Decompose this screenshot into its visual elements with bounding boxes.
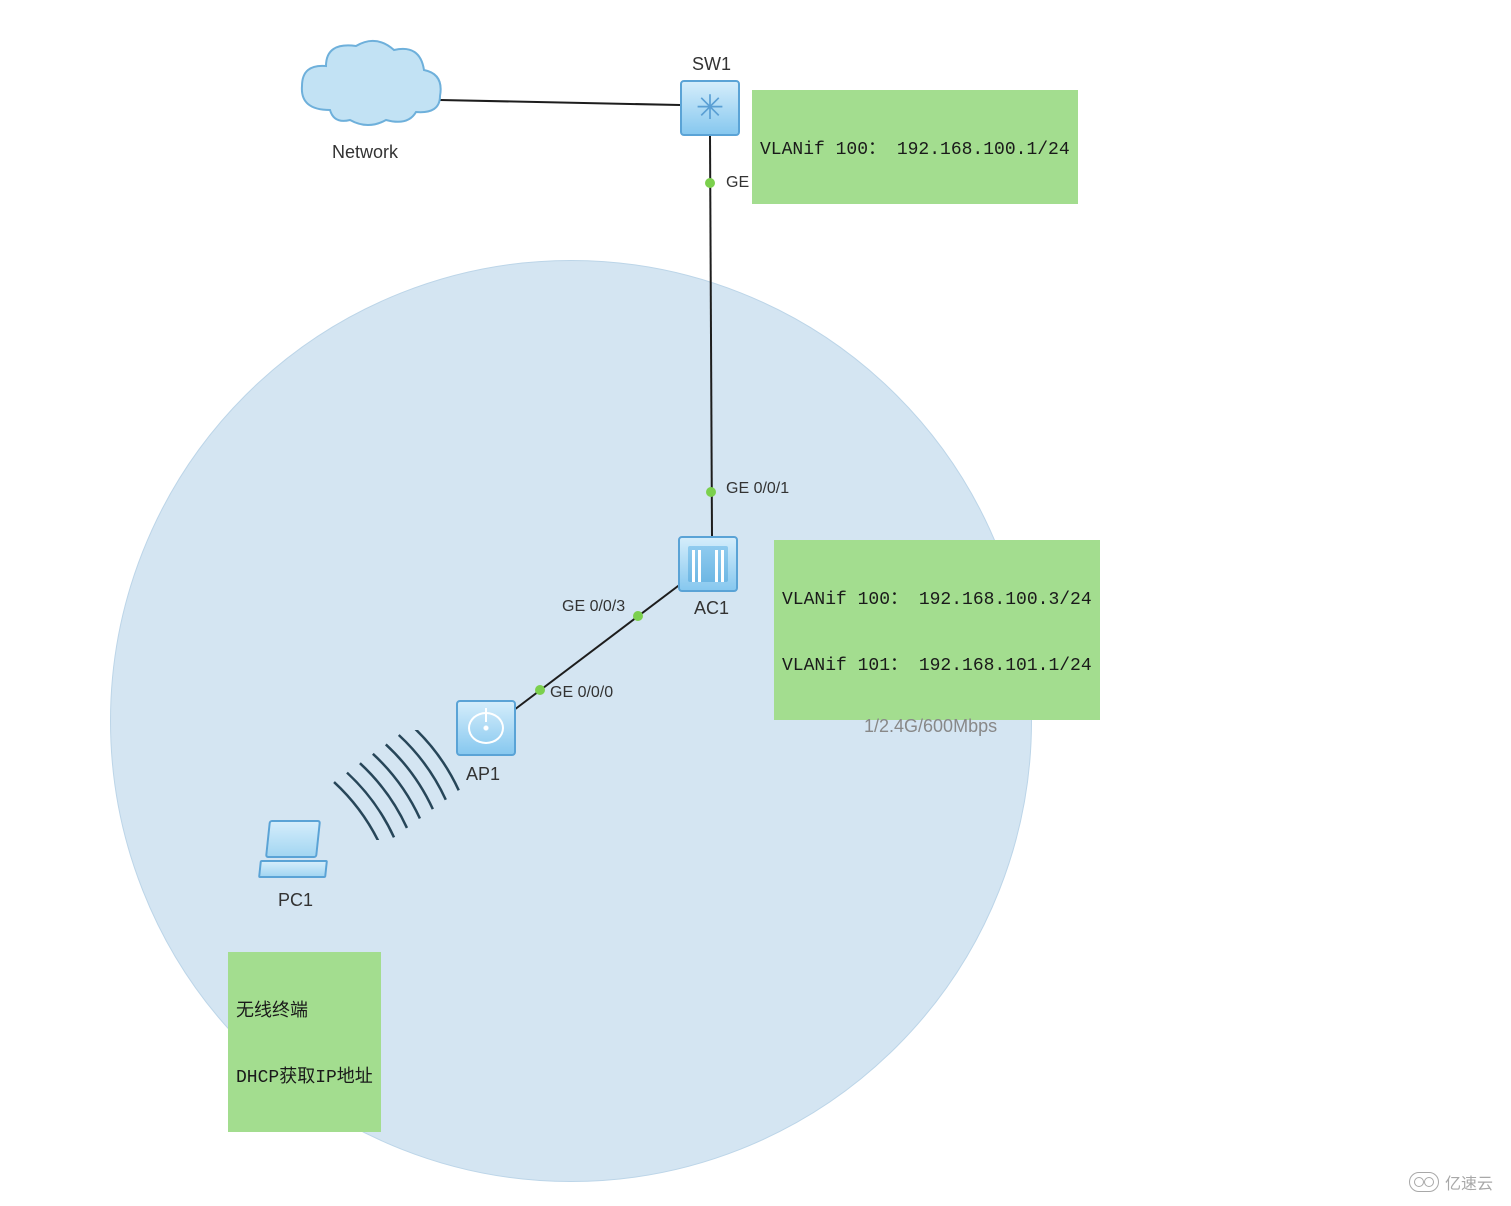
ac-icon	[678, 536, 738, 592]
info-line: VLANif 101： 192.168.101.1/24	[782, 650, 1092, 676]
port-dot	[705, 178, 715, 188]
info-line: VLANif 100： 192.168.100.3/24	[782, 584, 1092, 610]
cloud-label: Network	[332, 142, 398, 163]
watermark: 亿速云	[1409, 1170, 1493, 1194]
port-label: GE 0/0/1	[726, 480, 789, 498]
port-label: GE 0/0/0	[550, 684, 613, 702]
ac1-info-box: VLANif 100： 192.168.100.3/24 VLANif 101：…	[774, 540, 1100, 720]
pc1-label: PC1	[278, 890, 313, 911]
switch-sw1	[680, 80, 740, 136]
ac1-label: AC1	[694, 598, 729, 619]
sw1-info-box: VLANif 100： 192.168.100.1/24	[752, 90, 1078, 204]
info-line: 无线终端	[236, 996, 373, 1022]
port-dot	[535, 685, 545, 695]
wifi-band-caption: 1/2.4G/600Mbps	[864, 716, 997, 737]
info-line: DHCP获取IP地址	[236, 1062, 373, 1088]
info-line: VLANif 100： 192.168.100.1/24	[760, 134, 1070, 160]
wifi-signal-arcs	[328, 730, 468, 840]
watermark-text: 亿速云	[1445, 1170, 1493, 1194]
laptop-pc1	[258, 820, 328, 880]
port-dot	[706, 487, 716, 497]
sw1-label: SW1	[692, 54, 731, 75]
ac-ac1	[678, 536, 738, 592]
switch-icon	[680, 80, 740, 136]
port-label: GE 0/0/3	[562, 598, 625, 616]
cloud-icon	[290, 30, 450, 140]
diagram-canvas: GE 0/0/2 GE 0/0/1 GE 0/0/3 GE 0/0/0 Netw…	[0, 0, 1511, 1206]
pc1-info-box: 无线终端 DHCP获取IP地址	[228, 952, 381, 1132]
ap1-label: AP1	[466, 764, 500, 785]
watermark-icon	[1409, 1172, 1439, 1192]
port-dot	[633, 611, 643, 621]
